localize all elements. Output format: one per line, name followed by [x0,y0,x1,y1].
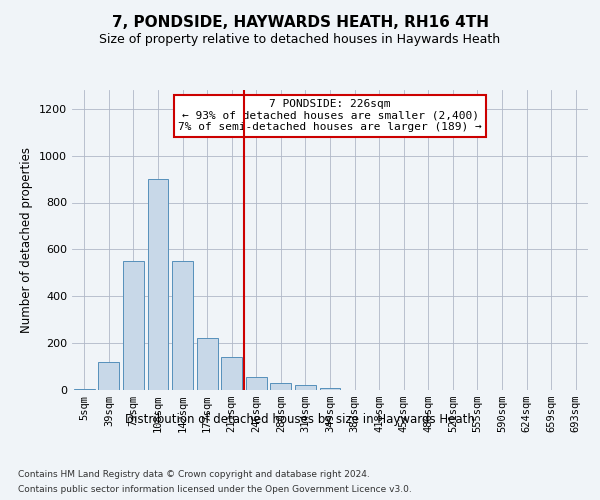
Text: Contains HM Land Registry data © Crown copyright and database right 2024.: Contains HM Land Registry data © Crown c… [18,470,370,479]
Bar [148,179,169,390]
Text: Distribution of detached houses by size in Haywards Heath: Distribution of detached houses by size … [125,412,475,426]
Bar [271,382,292,390]
Bar [74,389,95,390]
Text: 7 PONDSIDE: 226sqm
← 93% of detached houses are smaller (2,400)
7% of semi-detac: 7 PONDSIDE: 226sqm ← 93% of detached hou… [178,99,482,132]
Bar [320,388,340,390]
Bar [123,261,144,390]
Bar [246,377,267,390]
Bar [98,362,119,390]
Bar [221,357,242,390]
Bar [295,386,316,390]
Y-axis label: Number of detached properties: Number of detached properties [20,147,34,333]
Bar [172,261,193,390]
Text: 7, PONDSIDE, HAYWARDS HEATH, RH16 4TH: 7, PONDSIDE, HAYWARDS HEATH, RH16 4TH [112,15,488,30]
Bar [197,338,218,390]
Text: Size of property relative to detached houses in Haywards Heath: Size of property relative to detached ho… [100,32,500,46]
Text: Contains public sector information licensed under the Open Government Licence v3: Contains public sector information licen… [18,485,412,494]
